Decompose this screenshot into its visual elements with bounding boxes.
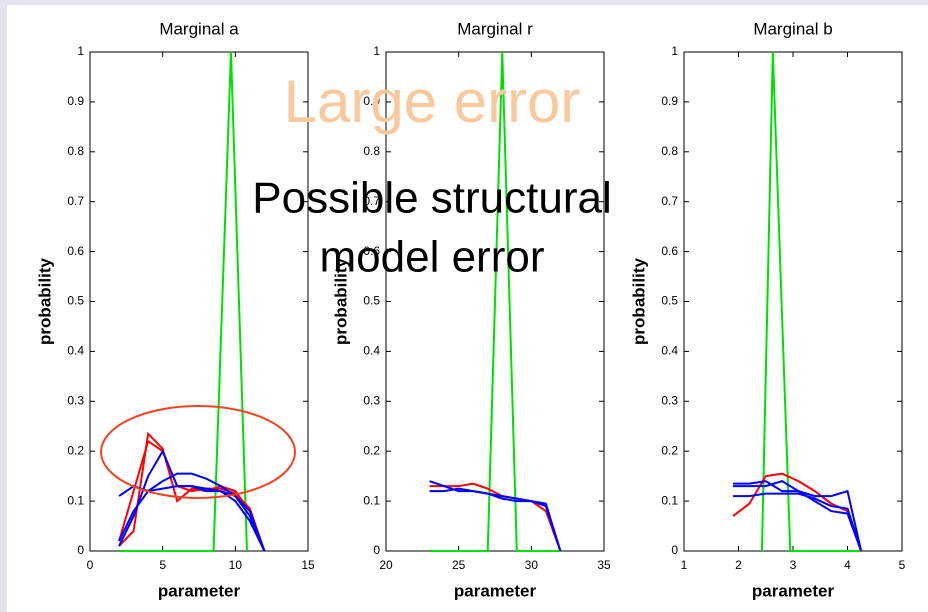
y-tick-label: 0.2 [661,443,678,457]
y-tick-label: 0.1 [67,493,84,507]
series-line [429,51,561,552]
y-tick-label: 0.7 [661,194,678,208]
x-tick-label: 0 [87,558,94,572]
structural-note: model error [320,233,545,282]
y-tick-label: 0.9 [67,94,84,108]
series-line [733,480,863,552]
y-tick-label: 0.5 [363,294,380,308]
series-line [118,472,266,552]
x-tick-label: 20 [379,558,393,572]
left-border [0,0,7,612]
y-tick-label: 1 [77,44,84,58]
x-tick-label: 3 [790,558,797,572]
x-tick-label: 15 [301,558,315,572]
y-tick-label: 0 [671,543,678,557]
chart-title: Marginal r [457,19,533,38]
x-tick-label: 5 [159,558,166,572]
series-line [429,482,562,552]
series-line [119,51,248,552]
y-tick-label: 0.3 [661,393,678,407]
y-tick-label: 0.8 [661,144,678,158]
y-tick-label: 0.1 [363,493,380,507]
highlight-ellipse [100,405,296,499]
series-line [429,480,562,552]
y-tick-label: 1 [671,44,678,58]
y-tick-label: 0.8 [67,144,84,158]
y-tick-label: 0.6 [661,244,678,258]
top-border [0,0,928,5]
y-tick-label: 0.6 [363,244,380,258]
y-tick-label: 0.4 [661,344,678,358]
y-axis-label: probability [35,258,54,345]
charts: Marginal a parameter probability 0 0.1 0.2 0.3… [35,19,905,600]
y-tick-label: 0.6 [67,244,84,258]
y-tick-label: 0.7 [67,194,84,208]
y-tick-label: 1 [373,44,380,58]
y-tick-label: 0.3 [363,393,380,407]
y-tick-label: 0.1 [661,493,678,507]
x-axis-label: parameter [454,581,537,600]
x-tick-label: 10 [229,558,243,572]
y-tick-label: 0.9 [661,94,678,108]
series-line [733,492,863,552]
series-line [118,439,266,552]
x-axis-label: parameter [158,581,241,600]
y-tick-label: 0 [77,543,84,557]
series-line [760,51,862,552]
series-line [429,487,562,552]
y-tick-label: 0.2 [67,443,84,457]
x-tick-label: 25 [452,558,466,572]
x-tick-label: 35 [597,558,611,572]
x-axis-label: parameter [752,581,835,600]
structural-note: Possible structural [252,174,611,223]
axes-box [89,51,309,552]
y-tick-label: 0.5 [661,294,678,308]
y-axis-label: probability [331,258,350,345]
y-tick-label: 0.2 [363,443,380,457]
y-tick-label: 0.8 [363,144,380,158]
x-tick-label: 4 [844,558,851,572]
y-tick-label: 0.5 [67,294,84,308]
y-tick-label: 0.3 [67,393,84,407]
y-tick-label: 0 [373,543,380,557]
x-tick-label: 1 [681,558,688,572]
y-tick-label: 0.7 [363,194,380,208]
chart-title: Marginal a [159,19,239,38]
y-tick-label: 0.4 [67,344,84,358]
x-tick-label: 5 [899,558,906,572]
y-tick-label: 0.9 [363,94,380,108]
y-axis-label: probability [629,258,648,345]
y-tick-label: 0.4 [363,344,380,358]
chart-title: Marginal b [753,19,832,38]
x-tick-label: 2 [735,558,742,572]
large-error-note: Large error [284,68,581,135]
x-tick-label: 30 [525,558,539,572]
axes-box [683,51,903,552]
